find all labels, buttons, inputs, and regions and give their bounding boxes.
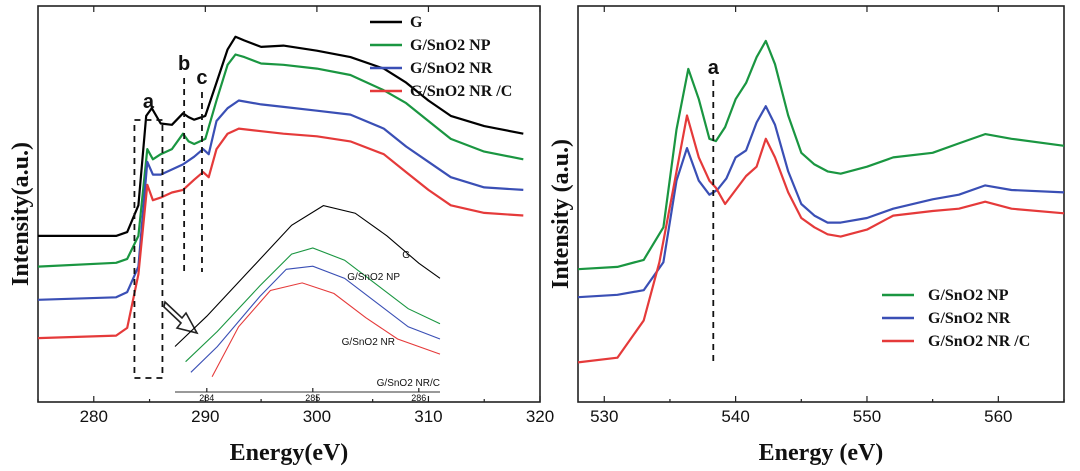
left-series-line-1 (37, 53, 524, 268)
zoom-arrow-icon (163, 300, 199, 335)
inset-chart: 284 285 286 GG/SnO2 NP G/SnO2 NR G/SnO2 NR/C (174, 205, 441, 403)
inset-x-tick-label: 284 (199, 393, 214, 403)
left-series-line-0 (38, 35, 524, 237)
peak-a-label: a (143, 91, 155, 113)
right-series-line-1 (577, 105, 1065, 299)
left-x-tick-label: 310 (414, 407, 442, 426)
left-x-tick-label: 320 (526, 407, 554, 426)
right-legend-label: G/SnO2 NR /C (928, 333, 1030, 350)
right-x-axis-title: Energy (eV) (759, 440, 884, 466)
right-legend: G/SnO2 NP G/SnO2 NR G/SnO2 NR /C (882, 287, 1030, 350)
inset-series-line-3 (211, 282, 441, 378)
left-legend-label: G (410, 14, 423, 31)
inset-series-label: G/SnO2 NR/C (377, 378, 440, 389)
inset-series-label: G (402, 250, 410, 261)
left-legend-label: G/SnO2 NP (410, 37, 491, 54)
left-legend-label: G/SnO2 NR /C (410, 83, 512, 100)
left-chart: 280 290 300 310 320 Energy(eV) Intensity(a.u.)… (8, 5, 554, 466)
left-series-line-2 (37, 99, 524, 301)
left-series-line-3 (37, 127, 524, 340)
inset-series-line-0 (174, 205, 441, 347)
right-chart: 530 540 550 560 Energy (eV) Intensity (a.u.) a… (548, 5, 1065, 466)
left-x-tick-label: 280 (80, 407, 108, 426)
right-legend-label: G/SnO2 NP (928, 287, 1009, 304)
right-legend-label: G/SnO2 NR (928, 310, 1011, 327)
peak-a-dashed-box (133, 119, 164, 379)
right-y-axis-title: Intensity (a.u.) (548, 139, 574, 289)
left-legend-label: G/SnO2 NR (410, 60, 493, 77)
left-x-tick-label: 290 (191, 407, 219, 426)
inset-series-label: G/SnO2 NR (342, 337, 395, 348)
right-series-line-0 (577, 39, 1065, 271)
inset-x-tick-label: 285 (305, 393, 320, 403)
inset-series-line-2 (190, 265, 441, 373)
inset-series-label: G/SnO2 NP (347, 272, 400, 283)
right-x-tick-label: 560 (984, 407, 1012, 426)
left-plot-frame (37, 5, 541, 403)
right-series-line-2 (577, 114, 1065, 364)
peak-a-label-right: a (708, 57, 720, 79)
right-plot-frame (577, 5, 1065, 403)
left-legend: G G/SnO2 NP G/SnO2 NR G/SnO2 NR /C (370, 14, 512, 100)
left-x-tick-label: 300 (303, 407, 331, 426)
left-x-axis-title: Energy(eV) (230, 440, 349, 466)
peak-b-label: b (178, 53, 190, 75)
right-x-tick-label: 550 (853, 407, 881, 426)
peak-c-label: c (196, 67, 207, 89)
inset-x-tick-label: 286 (411, 393, 426, 403)
left-y-axis-title: Intensity(a.u.) (8, 142, 34, 286)
inset-series-line-1 (185, 247, 441, 363)
right-x-tick-label: 530 (590, 407, 618, 426)
right-x-tick-label: 540 (721, 407, 749, 426)
